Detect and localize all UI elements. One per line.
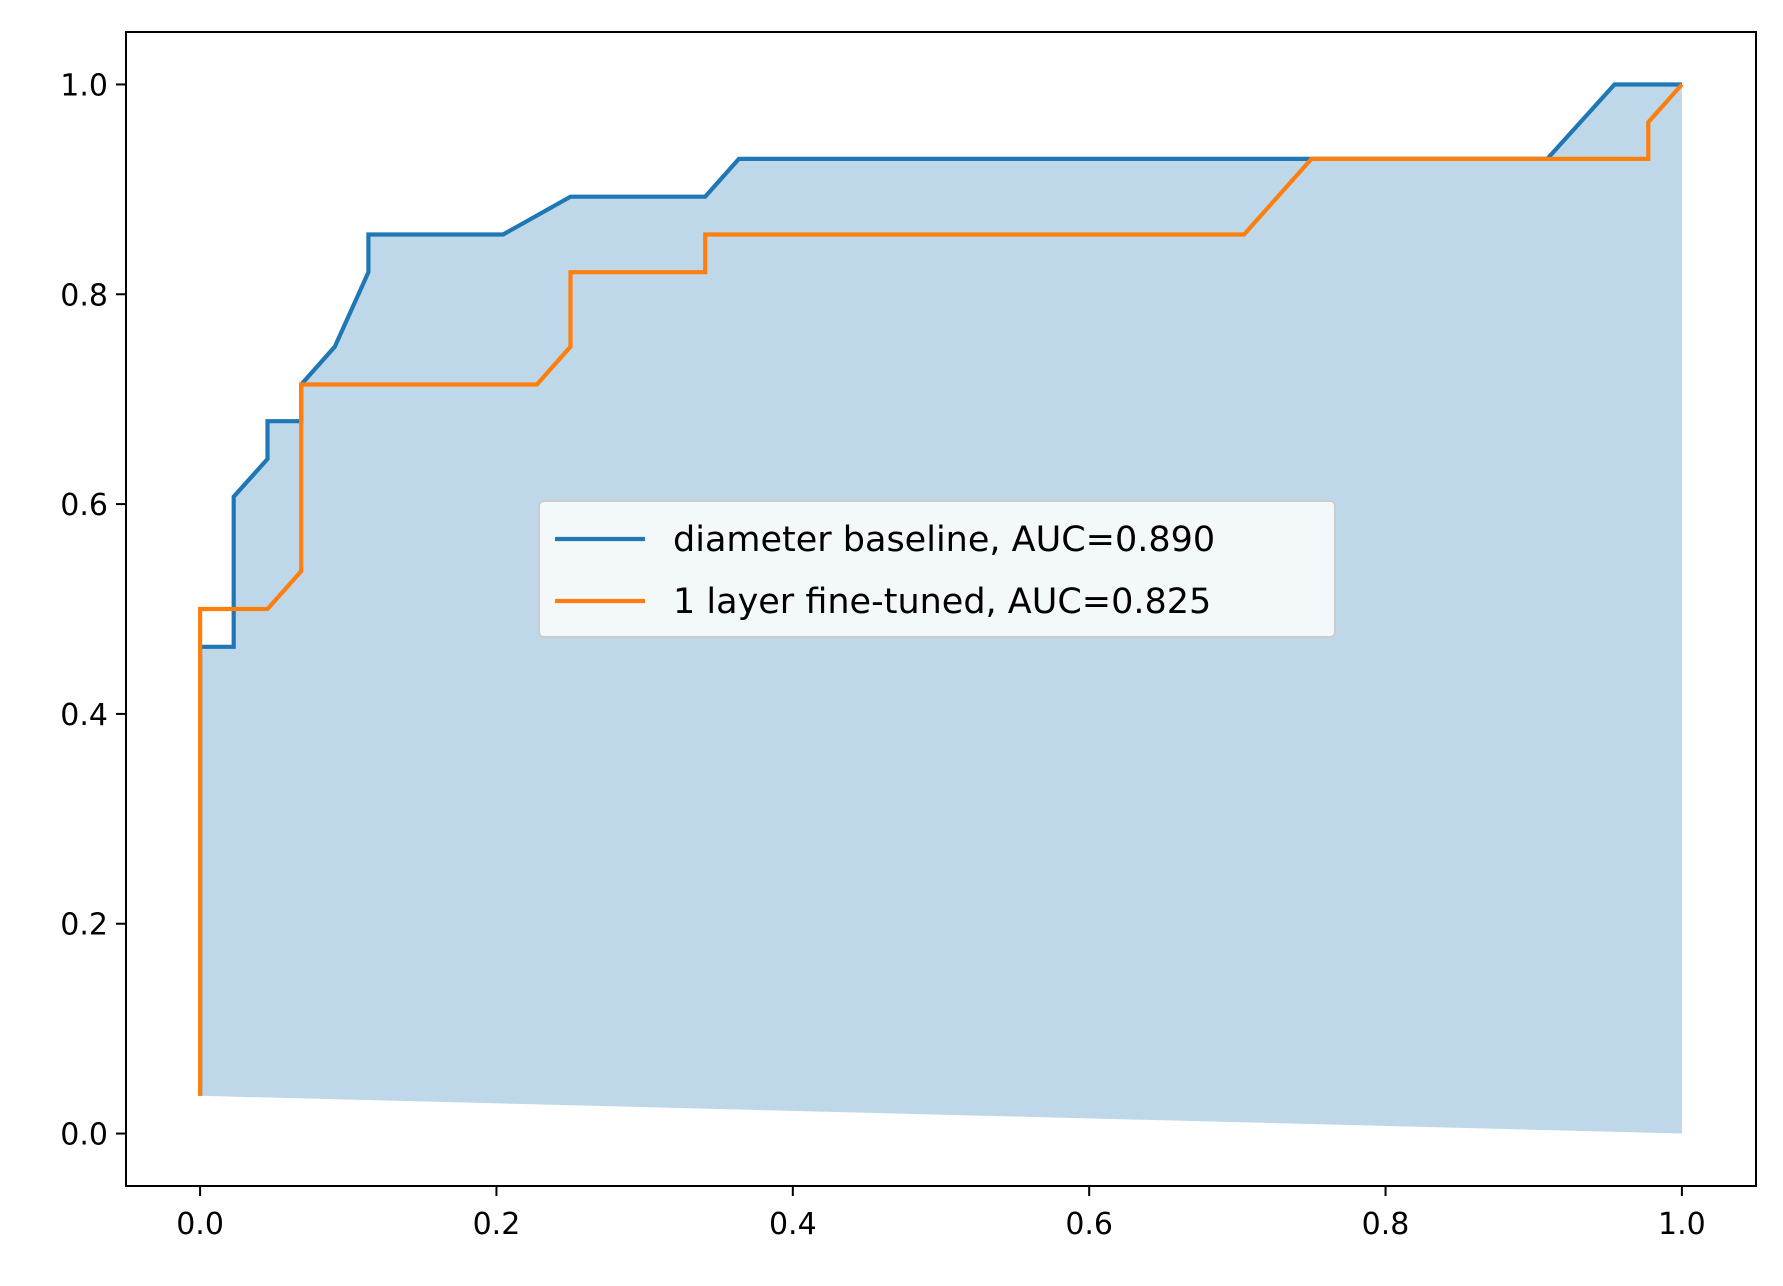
x-tick-label: 0.8 bbox=[1362, 1207, 1410, 1242]
series-line-1 bbox=[198, 82, 1682, 1096]
x-tick-label: 0.6 bbox=[1065, 1207, 1113, 1242]
y-tick-label: 1.0 bbox=[60, 68, 108, 103]
legend-label-1: diameter baseline, AUC=0.890 bbox=[673, 520, 1215, 560]
y-tick-label: 0.8 bbox=[60, 278, 108, 313]
legend-label-2: 1 layer fine-tuned, AUC=0.825 bbox=[673, 582, 1211, 622]
y-tick-label: 0.2 bbox=[60, 908, 108, 943]
legend: diameter baseline, AUC=0.890 1 layer fine… bbox=[538, 500, 1336, 638]
x-tick-label: 0.4 bbox=[769, 1207, 817, 1242]
axes-frame bbox=[125, 31, 1757, 1187]
y-tick-label: 0.6 bbox=[60, 488, 108, 523]
legend-box bbox=[538, 500, 1336, 638]
x-tick-label: 1.0 bbox=[1658, 1207, 1706, 1242]
x-tick-label: 0.2 bbox=[473, 1207, 521, 1242]
x-tick-label: 0.0 bbox=[176, 1207, 224, 1242]
y-tick-label: 0.4 bbox=[60, 698, 108, 733]
series-line-2 bbox=[198, 83, 1684, 1096]
y-tick-label: 0.0 bbox=[60, 1118, 108, 1153]
